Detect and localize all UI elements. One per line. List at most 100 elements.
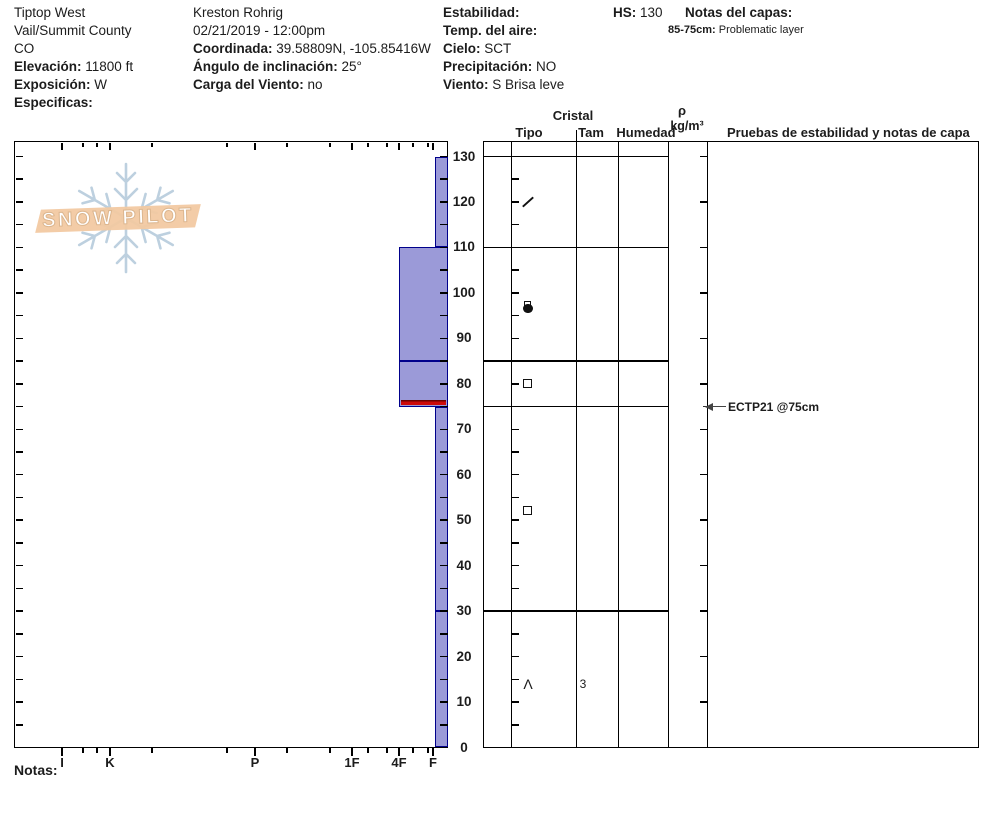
depth-tick-right bbox=[440, 155, 448, 158]
header-label: Viento: bbox=[443, 77, 489, 92]
depth-tick-tipo bbox=[512, 223, 519, 226]
hardness-major-tick-bottom bbox=[254, 747, 256, 756]
hardness-minor-tick-bottom bbox=[329, 747, 331, 753]
depth-tick-right bbox=[440, 564, 448, 567]
hardness-label: F bbox=[429, 755, 437, 770]
depth-tick-left bbox=[15, 428, 23, 431]
depth-tick-right bbox=[440, 610, 448, 612]
depth-tick-left bbox=[15, 496, 23, 499]
depth-tick-right bbox=[440, 405, 448, 408]
depth-tick-right bbox=[440, 633, 448, 635]
depth-label-10: 10 bbox=[456, 694, 472, 710]
depth-tick-left bbox=[15, 201, 23, 203]
depth-tick-tipo bbox=[512, 405, 519, 408]
depth-tick-left bbox=[15, 655, 23, 658]
depth-tick-right bbox=[440, 201, 448, 203]
depth-tick-right bbox=[440, 360, 448, 362]
ect-test-label: ECTP21 @75cm bbox=[728, 399, 820, 414]
depth-tick-rho bbox=[700, 337, 707, 340]
depth-label-20: 20 bbox=[456, 648, 472, 664]
hs-line: HS: 130 bbox=[613, 5, 663, 20]
tipo-tam-separator-peek bbox=[576, 130, 578, 141]
depth-tick-left bbox=[15, 246, 23, 249]
depth-tick-tipo bbox=[512, 633, 519, 635]
hardness-plot-frame bbox=[14, 141, 448, 748]
depth-tick-right bbox=[440, 701, 448, 703]
header-label: Precipitación: bbox=[443, 59, 533, 74]
depth-tick-left bbox=[15, 724, 23, 726]
depth-tick-tipo bbox=[512, 428, 519, 431]
table-header-tipo: Tipo bbox=[515, 125, 543, 140]
table-header-cristal: Cristal bbox=[552, 108, 594, 123]
header-line: Temp. del aire: bbox=[443, 23, 541, 38]
table-column-line bbox=[511, 141, 513, 748]
table-column-line bbox=[576, 141, 578, 748]
depth-tick-rho bbox=[700, 564, 707, 567]
header-label: Estabilidad: bbox=[443, 5, 520, 20]
depth-tick-right bbox=[440, 451, 448, 453]
table-column-line bbox=[707, 141, 709, 748]
header-line: Exposición: W bbox=[14, 77, 108, 92]
hardness-major-tick-bottom bbox=[432, 747, 434, 756]
depth-tick-tipo bbox=[512, 337, 519, 340]
hardness-major-tick-top bbox=[432, 142, 434, 150]
hardness-minor-tick-bottom bbox=[286, 747, 288, 753]
depth-label-40: 40 bbox=[456, 557, 472, 573]
depth-tick-right bbox=[440, 383, 448, 385]
layer-note-range: 85-75cm: bbox=[668, 24, 716, 36]
header-line: Elevación: 11800 ft bbox=[14, 59, 134, 74]
depth-tick-left bbox=[15, 451, 23, 453]
depth-tick-rho bbox=[700, 383, 707, 385]
header-label: Temp. del aire: bbox=[443, 23, 538, 38]
hardness-major-tick-top bbox=[61, 142, 63, 150]
depth-tick-left bbox=[15, 292, 23, 294]
depth-label-110: 110 bbox=[453, 239, 475, 255]
depth-tick-rho bbox=[700, 610, 707, 612]
depth-tick-left bbox=[15, 223, 23, 226]
depth-tick-left bbox=[15, 678, 23, 681]
depth-tick-tipo bbox=[512, 360, 519, 362]
header-label: Carga del Viento: bbox=[193, 77, 304, 92]
depth-tick-right bbox=[440, 519, 448, 521]
depth-tick-left bbox=[15, 701, 23, 703]
depth-tick-left bbox=[15, 519, 23, 521]
depth-tick-rho bbox=[700, 701, 707, 703]
ect-arrow-shaft bbox=[712, 405, 726, 408]
layer-note-line: 85-75cm: Problematic layer bbox=[668, 24, 804, 36]
depth-tick-rho bbox=[700, 655, 707, 658]
depth-label-60: 60 bbox=[456, 466, 472, 482]
hardness-major-tick-bottom bbox=[398, 747, 400, 756]
depth-label-70: 70 bbox=[456, 421, 472, 437]
depth-tick-tipo bbox=[512, 678, 519, 681]
hardness-minor-tick-top bbox=[82, 142, 84, 147]
table-layer-line-30 bbox=[483, 610, 668, 612]
depth-tick-tipo bbox=[512, 587, 519, 590]
depth-tick-tipo bbox=[512, 246, 519, 249]
depth-tick-right bbox=[440, 269, 448, 271]
hardness-label: 4F bbox=[391, 755, 407, 770]
depth-tick-left bbox=[15, 405, 23, 408]
hardness-major-tick-bottom bbox=[109, 747, 111, 756]
depth-label-100: 100 bbox=[452, 284, 476, 300]
depth-tick-tipo bbox=[512, 473, 519, 476]
hs-label: HS: bbox=[613, 5, 637, 20]
hardness-minor-tick-bottom bbox=[386, 747, 388, 753]
depth-tick-tipo bbox=[512, 269, 519, 271]
hardness-minor-tick-top bbox=[386, 142, 388, 147]
depth-label-90: 90 bbox=[456, 330, 472, 346]
header-label: Exposición: bbox=[14, 77, 91, 92]
header-line: Viento: S Brisa leve bbox=[443, 77, 565, 92]
header-line: CO bbox=[14, 41, 34, 56]
depth-tick-right bbox=[440, 587, 448, 590]
depth-tick-right bbox=[440, 655, 448, 658]
depth-tick-right bbox=[440, 496, 448, 499]
hardness-minor-tick-top bbox=[151, 142, 153, 147]
depth-tick-right bbox=[440, 473, 448, 476]
depth-tick-tipo bbox=[512, 655, 519, 658]
depth-tick-right bbox=[440, 542, 448, 544]
header-text: CO bbox=[14, 41, 35, 56]
depth-label-80: 80 bbox=[456, 375, 472, 391]
header-line: 02/21/2019 - 12:00pm bbox=[193, 23, 325, 38]
hardness-minor-tick-bottom bbox=[151, 747, 153, 753]
depth-tick-left bbox=[15, 542, 23, 544]
